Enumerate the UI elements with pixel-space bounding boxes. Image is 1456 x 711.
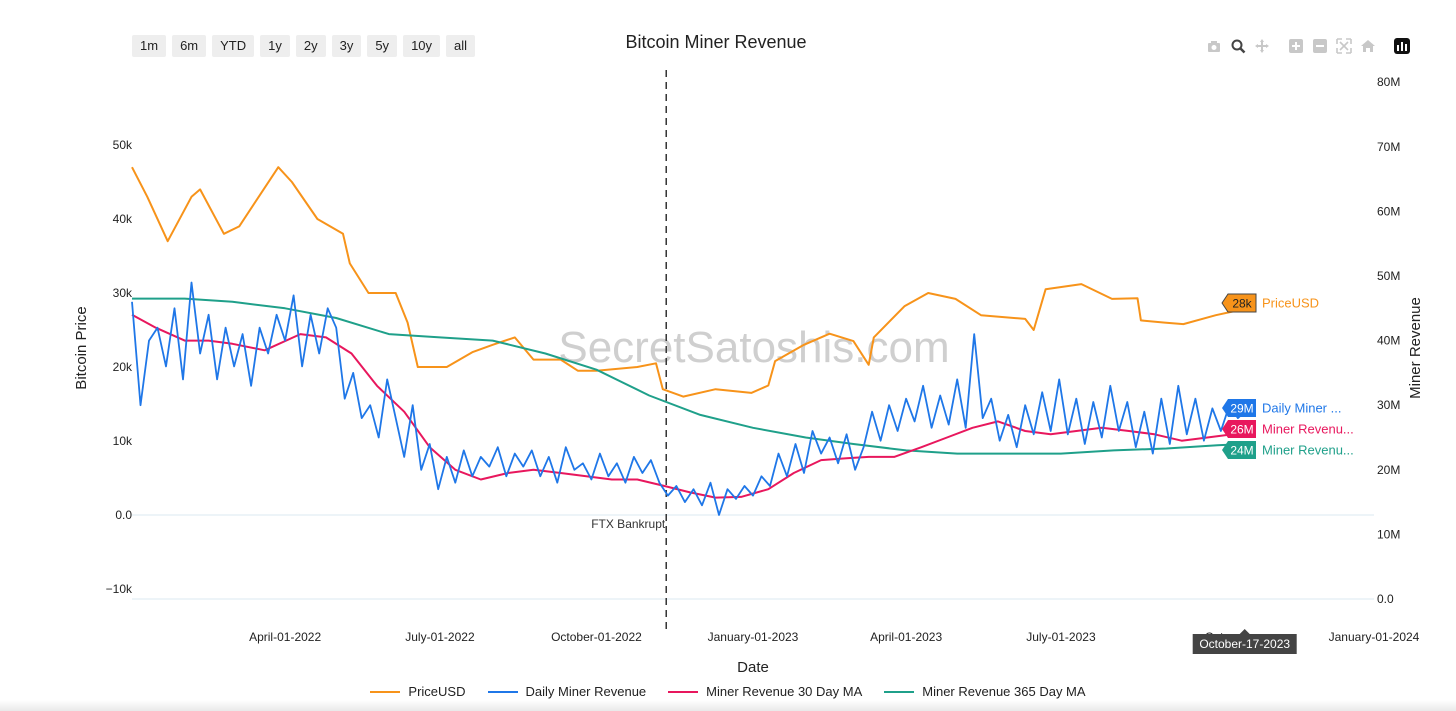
x-tick-label: January-01-2023 [708, 630, 799, 644]
y2-tick-label: 50M [1377, 269, 1400, 283]
y2-axis-title: Miner Revenue [1407, 297, 1424, 399]
hover-date-text: October-17-2023 [1199, 637, 1290, 651]
y-tick-label: 30k [113, 286, 133, 300]
range-button-3y[interactable]: 3y [331, 35, 362, 57]
range-button-1m[interactable]: 1m [132, 35, 167, 57]
range-button-6m[interactable]: 6m [172, 35, 207, 57]
y2-tick-label: 30M [1377, 398, 1400, 412]
y-tick-label: 40k [113, 212, 133, 226]
y2-tick-label: 60M [1377, 204, 1400, 218]
end-label-name: Daily Miner ... [1262, 401, 1341, 416]
legend-item-miner-revenue-30-day-ma[interactable]: Miner Revenue 30 Day MA [668, 684, 862, 699]
autoscale-icon[interactable] [1336, 38, 1352, 54]
range-selector: 1m 6m YTD 1y 2y 3y 5y 10y all [132, 35, 476, 57]
range-button-ytd[interactable]: YTD [212, 35, 255, 57]
x-tick-label: April-01-2023 [870, 630, 942, 644]
y2-tick-label: 0.0 [1377, 592, 1394, 606]
legend-item-daily-miner-revenue[interactable]: Daily Miner Revenue [487, 684, 647, 699]
legend-item-priceusd[interactable]: PriceUSD [370, 684, 466, 699]
end-label-daily-miner-revenue: 29M Daily Miner ... [1222, 399, 1341, 417]
y2-tick-label: 10M [1377, 527, 1400, 541]
end-label-value: 24M [1230, 444, 1253, 458]
x-tick-label: October-01-2022 [551, 630, 642, 644]
bottom-fade [0, 700, 1456, 711]
zoom-in-icon[interactable] [1288, 38, 1304, 54]
x-tick-label: January-01-2024 [1329, 630, 1420, 644]
legend-swatch [487, 690, 518, 693]
series-line-miner-revenue-30-day-ma[interactable] [131, 313, 1245, 499]
legend-swatch [668, 690, 699, 693]
chart-title: Bitcoin Miner Revenue [625, 32, 807, 52]
end-label-value: 28k [1232, 297, 1252, 311]
range-button-10y[interactable]: 10y [403, 35, 441, 57]
end-label-miner-revenue-365-day-ma: 24M Miner Revenu... [1222, 441, 1354, 459]
series-line-daily-miner-revenue[interactable] [131, 281, 1246, 516]
y2-tick-label: 70M [1377, 140, 1400, 154]
x-tick-label: April-01-2022 [249, 630, 321, 644]
y-tick-label: −10k [106, 582, 133, 596]
y-tick-label: 10k [113, 434, 133, 448]
legend-label: Daily Miner Revenue [525, 684, 647, 699]
range-button-all[interactable]: all [446, 35, 476, 57]
legend-label: Miner Revenue 365 Day MA [922, 684, 1086, 699]
ftx-annotation: FTX Bankrupt [591, 517, 666, 531]
grid [132, 514, 1374, 600]
home-icon[interactable] [1360, 38, 1376, 54]
series-line-priceusd[interactable] [131, 166, 1246, 398]
range-button-2y[interactable]: 2y [295, 35, 326, 57]
series-line-miner-revenue-365-day-ma[interactable] [132, 297, 1245, 455]
x-tick-label: July-01-2022 [405, 630, 475, 644]
legend-item-miner-revenue-365-day-ma[interactable]: Miner Revenue 365 Day MA [884, 684, 1086, 699]
range-button-1y[interactable]: 1y [260, 35, 290, 57]
y-tick-label: 0.0 [115, 508, 132, 522]
end-label-name: Miner Revenu... [1262, 422, 1354, 437]
pan-icon[interactable] [1254, 38, 1270, 54]
y-tick-label: 20k [113, 360, 133, 374]
y-axis-title: Bitcoin Price [73, 306, 90, 389]
hover-date-label: October-17-2023 [1192, 629, 1297, 654]
y2-tick-label: 40M [1377, 334, 1400, 348]
range-button-5y[interactable]: 5y [367, 35, 398, 57]
end-label-miner-revenue-30-day-ma: 26M Miner Revenu... [1222, 420, 1354, 438]
legend-swatch [370, 690, 401, 693]
y-tick-label: 50k [113, 138, 133, 152]
end-label-value: 29M [1230, 402, 1253, 416]
y2-tick-label: 80M [1377, 75, 1400, 89]
legend-label: Miner Revenue 30 Day MA [706, 684, 863, 699]
chart-studio-icon[interactable] [1394, 38, 1410, 54]
end-label-priceusd: 28k PriceUSD [1221, 293, 1319, 313]
legend-label: PriceUSD [408, 684, 466, 699]
legend-swatch [884, 690, 915, 693]
end-label-name: PriceUSD [1262, 296, 1319, 311]
end-label-value: 26M [1230, 423, 1253, 437]
legend: PriceUSD Daily Miner Revenue Miner Revenue… [0, 684, 1456, 699]
x-axis-title: Date [737, 659, 769, 676]
modebar [1206, 38, 1410, 54]
zoom-icon[interactable] [1230, 38, 1246, 54]
end-label-name: Miner Revenu... [1262, 443, 1354, 458]
y2-tick-label: 20M [1377, 463, 1400, 477]
zoom-out-icon[interactable] [1312, 38, 1328, 54]
x-tick-label: July-01-2023 [1026, 630, 1096, 644]
camera-icon[interactable] [1206, 38, 1222, 54]
watermark: SecretSatoshis.com [558, 323, 949, 372]
